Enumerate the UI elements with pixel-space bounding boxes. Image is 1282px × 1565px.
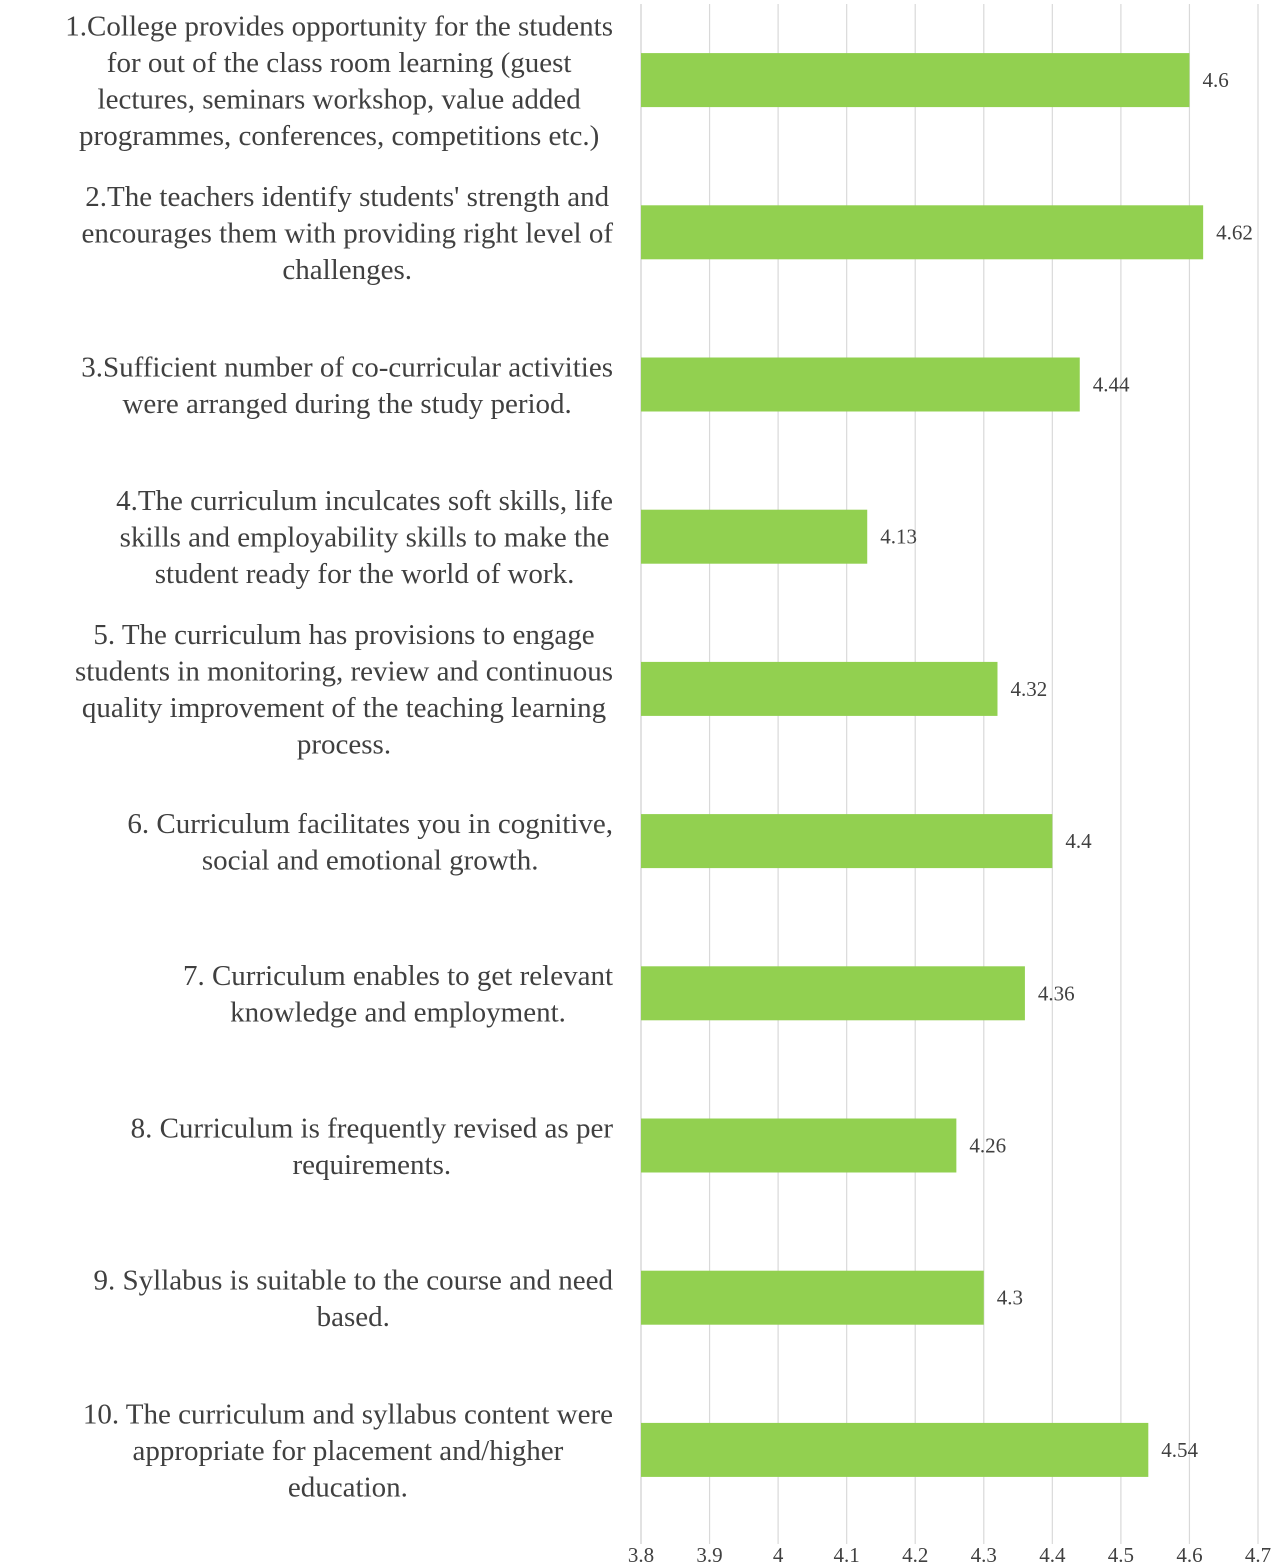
category-label: 5. The curriculum has provisions to enga… — [75, 619, 613, 761]
category-label-line: for out of the class room learning (gues… — [107, 47, 572, 79]
category-label-line: 4.The curriculum inculcates soft skills,… — [116, 485, 613, 517]
category-label-line: 6. Curriculum facilitates you in cogniti… — [127, 808, 613, 840]
category-label: 4.The curriculum inculcates soft skills,… — [116, 485, 613, 590]
category-label-line: 7. Curriculum enables to get relevant — [183, 960, 613, 992]
category-label-line: appropriate for placement and/higher — [133, 1435, 564, 1467]
x-tick-label: 3.9 — [696, 1543, 722, 1565]
category-label: 10. The curriculum and syllabus content … — [83, 1398, 613, 1503]
bars — [641, 53, 1204, 1477]
category-label-line: education. — [288, 1471, 408, 1503]
category-labels: 1.College provides opportunity for the s… — [65, 10, 613, 1503]
bar — [641, 509, 868, 564]
category-label-line: knowledge and employment. — [230, 997, 566, 1029]
bar — [641, 814, 1053, 869]
category-label-line: 10. The curriculum and syllabus content … — [83, 1398, 613, 1430]
category-label: 1.College provides opportunity for the s… — [65, 10, 613, 152]
bar — [641, 1422, 1149, 1477]
category-label-line: 8. Curriculum is frequently revised as p… — [131, 1112, 614, 1144]
data-labels: 4.6 4.62 4.44 4.13 4.32 4.4 4.36 4.26 4.3 4.54 — [880, 68, 1253, 1462]
category-label-line: student ready for the world of work. — [155, 558, 575, 590]
x-tick-label: 4.2 — [902, 1543, 928, 1565]
bar — [641, 966, 1025, 1021]
data-label: 4.6 — [1202, 68, 1228, 92]
category-label: 9. Syllabus is suitable to the course an… — [94, 1264, 614, 1333]
category-label-line: based. — [317, 1301, 390, 1333]
bar — [641, 661, 998, 716]
category-label-line: social and emotional growth. — [202, 844, 539, 876]
x-axis-tick-labels: 3.8 3.9 4 4.1 4.2 4.3 4.4 4.5 4.6 4.7 — [628, 1543, 1271, 1565]
category-label-line: encourages them with providing right lev… — [81, 217, 613, 249]
data-label: 4.3 — [997, 1286, 1023, 1310]
x-tick-label: 4.4 — [1039, 1543, 1066, 1565]
category-label-line: 3.Sufficient number of co-curricular act… — [81, 351, 613, 383]
data-label: 4.26 — [969, 1134, 1006, 1158]
category-label: 6. Curriculum facilitates you in cogniti… — [127, 808, 613, 877]
data-label: 4.4 — [1065, 829, 1092, 853]
data-label: 4.13 — [880, 525, 917, 549]
x-tick-label: 4.7 — [1245, 1543, 1271, 1565]
category-label: 2.The teachers identify students' streng… — [81, 181, 613, 286]
category-label-line: students in monitoring, review and conti… — [75, 656, 613, 688]
category-label-line: 1.College provides opportunity for the s… — [65, 10, 613, 42]
x-tick-label: 4.6 — [1176, 1543, 1202, 1565]
category-label-line: lectures, seminars workshop, value added — [98, 83, 582, 115]
data-label: 4.62 — [1216, 220, 1253, 244]
data-label: 4.36 — [1038, 981, 1075, 1005]
category-label-line: were arranged during the study period. — [122, 388, 571, 420]
category-label-line: 9. Syllabus is suitable to the course an… — [94, 1264, 614, 1296]
bar — [641, 1118, 957, 1173]
category-label: 7. Curriculum enables to get relevant kno… — [183, 960, 613, 1029]
x-tick-label: 4 — [773, 1543, 784, 1565]
bar — [641, 53, 1190, 108]
data-label: 4.54 — [1161, 1438, 1198, 1462]
bar — [641, 205, 1204, 260]
category-label-line: programmes, conferences, competitions et… — [79, 120, 599, 152]
category-label: 8. Curriculum is frequently revised as p… — [131, 1112, 614, 1181]
gridlines — [640, 4, 1259, 1544]
category-label-line: 5. The curriculum has provisions to enga… — [93, 619, 594, 651]
category-label-line: 2.The teachers identify students' streng… — [85, 181, 609, 213]
x-tick-label: 4.3 — [971, 1543, 997, 1565]
x-tick-label: 3.8 — [628, 1543, 654, 1565]
x-tick-label: 4.1 — [834, 1543, 860, 1565]
category-label-line: challenges. — [282, 254, 412, 286]
category-label: 3.Sufficient number of co-curricular act… — [81, 351, 613, 420]
data-label: 4.32 — [1010, 677, 1047, 701]
category-label-line: requirements. — [292, 1149, 451, 1181]
data-label: 4.44 — [1093, 373, 1130, 397]
category-label-line: process. — [297, 729, 391, 761]
category-label-line: quality improvement of the teaching lear… — [82, 692, 606, 724]
category-label-line: skills and employability skills to make … — [120, 522, 610, 554]
bar — [641, 357, 1080, 412]
bar — [641, 1270, 984, 1325]
x-tick-label: 4.5 — [1108, 1543, 1134, 1565]
